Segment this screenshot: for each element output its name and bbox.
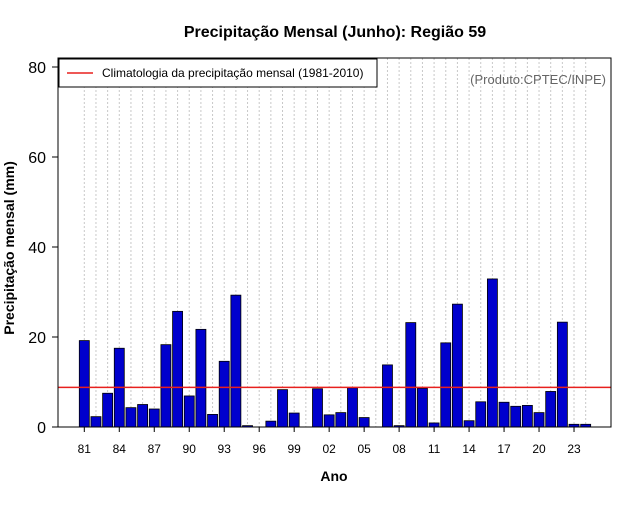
credit-text: (Produto:CPTEC/INPE) [470, 72, 606, 87]
bar-82 [90, 416, 102, 428]
bar-88 [160, 344, 172, 428]
bar-99 [288, 412, 300, 428]
x-tick-label-96: 96 [253, 442, 267, 456]
x-tick-label-02: 02 [322, 442, 336, 456]
x-axis-title: Ano [320, 468, 347, 484]
bar-93 [218, 360, 230, 428]
bar-90 [183, 395, 195, 428]
y-tick-label-0: 0 [37, 420, 46, 437]
bar-17 [498, 401, 510, 428]
bar-86 [137, 404, 149, 428]
x-tick-label-23: 23 [567, 442, 581, 456]
bar-83 [102, 392, 114, 428]
bar-87 [148, 408, 160, 428]
plot-frame [57, 57, 612, 428]
bar-92 [207, 413, 218, 428]
x-axis: 81 84 87 90 93 96 99 02 05 08 11 14 17 20 23 [78, 427, 581, 456]
bar-10 [417, 387, 428, 428]
bar-94 [230, 294, 242, 428]
bar-13 [452, 303, 463, 428]
x-tick-label-84: 84 [113, 442, 127, 456]
bar-91 [195, 328, 207, 428]
bar-81 [78, 340, 90, 428]
bar-11 [428, 422, 440, 428]
y-tick-label-80: 80 [28, 60, 46, 77]
bar-09 [405, 322, 417, 428]
x-tick-label-90: 90 [183, 442, 197, 456]
bar-03 [335, 412, 347, 428]
bar-07 [382, 364, 393, 428]
bar-02 [323, 414, 335, 428]
bar-16 [486, 278, 498, 428]
bar-22 [556, 321, 568, 428]
bar-20 [533, 412, 545, 428]
bar-97 [265, 420, 277, 428]
legend-box [58, 58, 378, 88]
bar-12 [440, 342, 452, 428]
legend: Climatologia da precipitação mensal (198… [58, 58, 378, 88]
legend-label: Climatologia da precipitação mensal (198… [102, 66, 363, 80]
bar-85 [125, 407, 137, 428]
x-tick-label-05: 05 [357, 442, 371, 456]
bar-15 [475, 401, 487, 428]
y-axis: 0 20 40 60 80 [28, 60, 58, 437]
x-tick-label-99: 99 [288, 442, 302, 456]
x-tick-label-93: 93 [218, 442, 232, 456]
chart-title: Precipitação Mensal (Junho): Região 59 [184, 24, 486, 41]
bar-21 [545, 391, 557, 428]
bar-04 [347, 387, 358, 428]
bar-01 [312, 388, 323, 428]
bar-05 [358, 417, 370, 428]
y-tick-label-60: 60 [28, 150, 46, 167]
bar-14 [463, 420, 475, 428]
gridlines [83, 58, 587, 427]
x-tick-label-11: 11 [428, 442, 441, 456]
x-tick-label-87: 87 [148, 442, 162, 456]
bar-18 [510, 405, 522, 428]
y-tick-label-40: 40 [28, 240, 46, 257]
y-axis-title: Precipitação mensal (mm) [1, 161, 17, 335]
bar-19 [521, 404, 533, 428]
x-tick-label-81: 81 [78, 442, 92, 456]
x-tick-label-08: 08 [392, 442, 406, 456]
x-tick-label-17: 17 [497, 442, 511, 456]
x-tick-label-14: 14 [462, 442, 476, 456]
bars [78, 278, 592, 428]
bar-89 [172, 310, 183, 428]
bar-98 [277, 389, 288, 428]
y-tick-label-20: 20 [28, 330, 46, 347]
x-tick-label-20: 20 [532, 442, 546, 456]
